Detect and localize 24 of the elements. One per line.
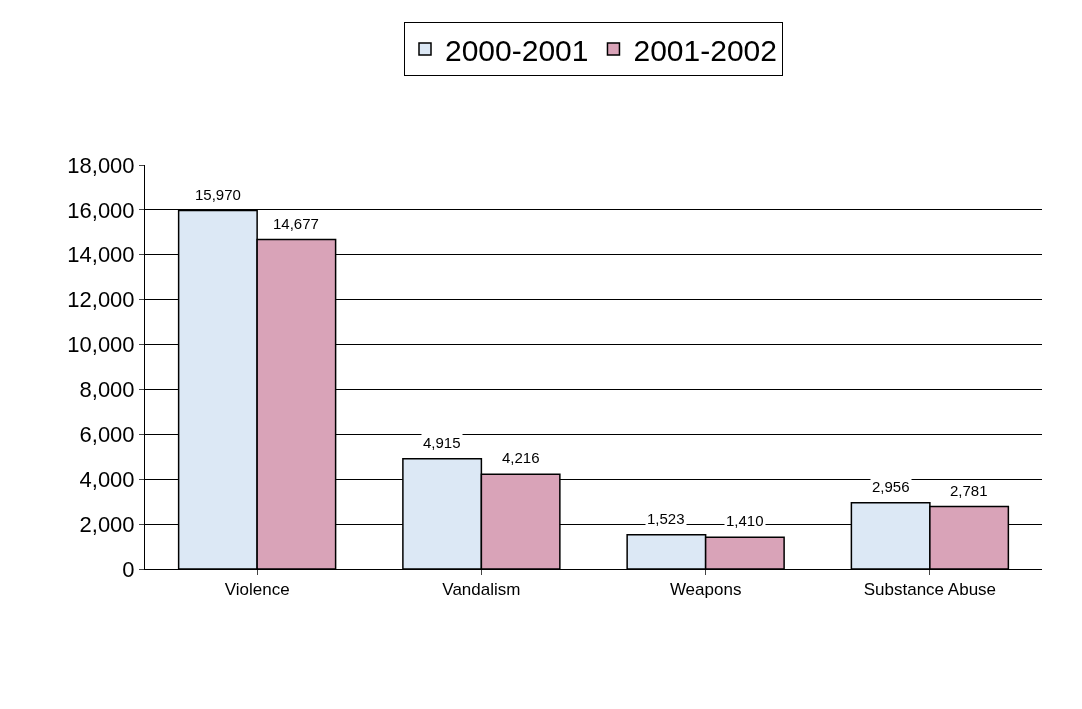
y-tick-label: 2,000	[79, 511, 135, 537]
x-tick-label: Violence	[224, 580, 290, 600]
y-tick-label: 16,000	[67, 197, 135, 223]
data-label: 2,781	[950, 482, 988, 499]
y-tick-label: 8,000	[79, 377, 135, 403]
x-tick-label: Substance Abuse	[863, 580, 997, 600]
data-label: 14,677	[273, 215, 319, 232]
legend-label: 2000-2001	[445, 33, 589, 67]
y-tick-label: 14,000	[67, 242, 135, 268]
legend-label: 2001-2002	[633, 33, 777, 67]
y-tick-label: 0	[122, 556, 135, 582]
data-label: 1,523	[647, 510, 685, 527]
data-label: 1,410	[726, 512, 764, 529]
data-label: 4,915	[423, 434, 461, 451]
data-label: 4,216	[502, 449, 540, 466]
y-tick-label: 4,000	[79, 466, 135, 492]
y-tick-label: 12,000	[67, 287, 135, 313]
y-tick-label: 10,000	[67, 332, 135, 358]
data-label: 2,956	[872, 478, 910, 495]
x-tick-label: Weapons	[669, 580, 742, 600]
y-tick-label: 6,000	[79, 422, 135, 448]
x-tick-label: Vandalism	[442, 580, 521, 600]
y-tick-label: 18,000	[67, 152, 135, 178]
data-label: 15,970	[195, 186, 241, 203]
